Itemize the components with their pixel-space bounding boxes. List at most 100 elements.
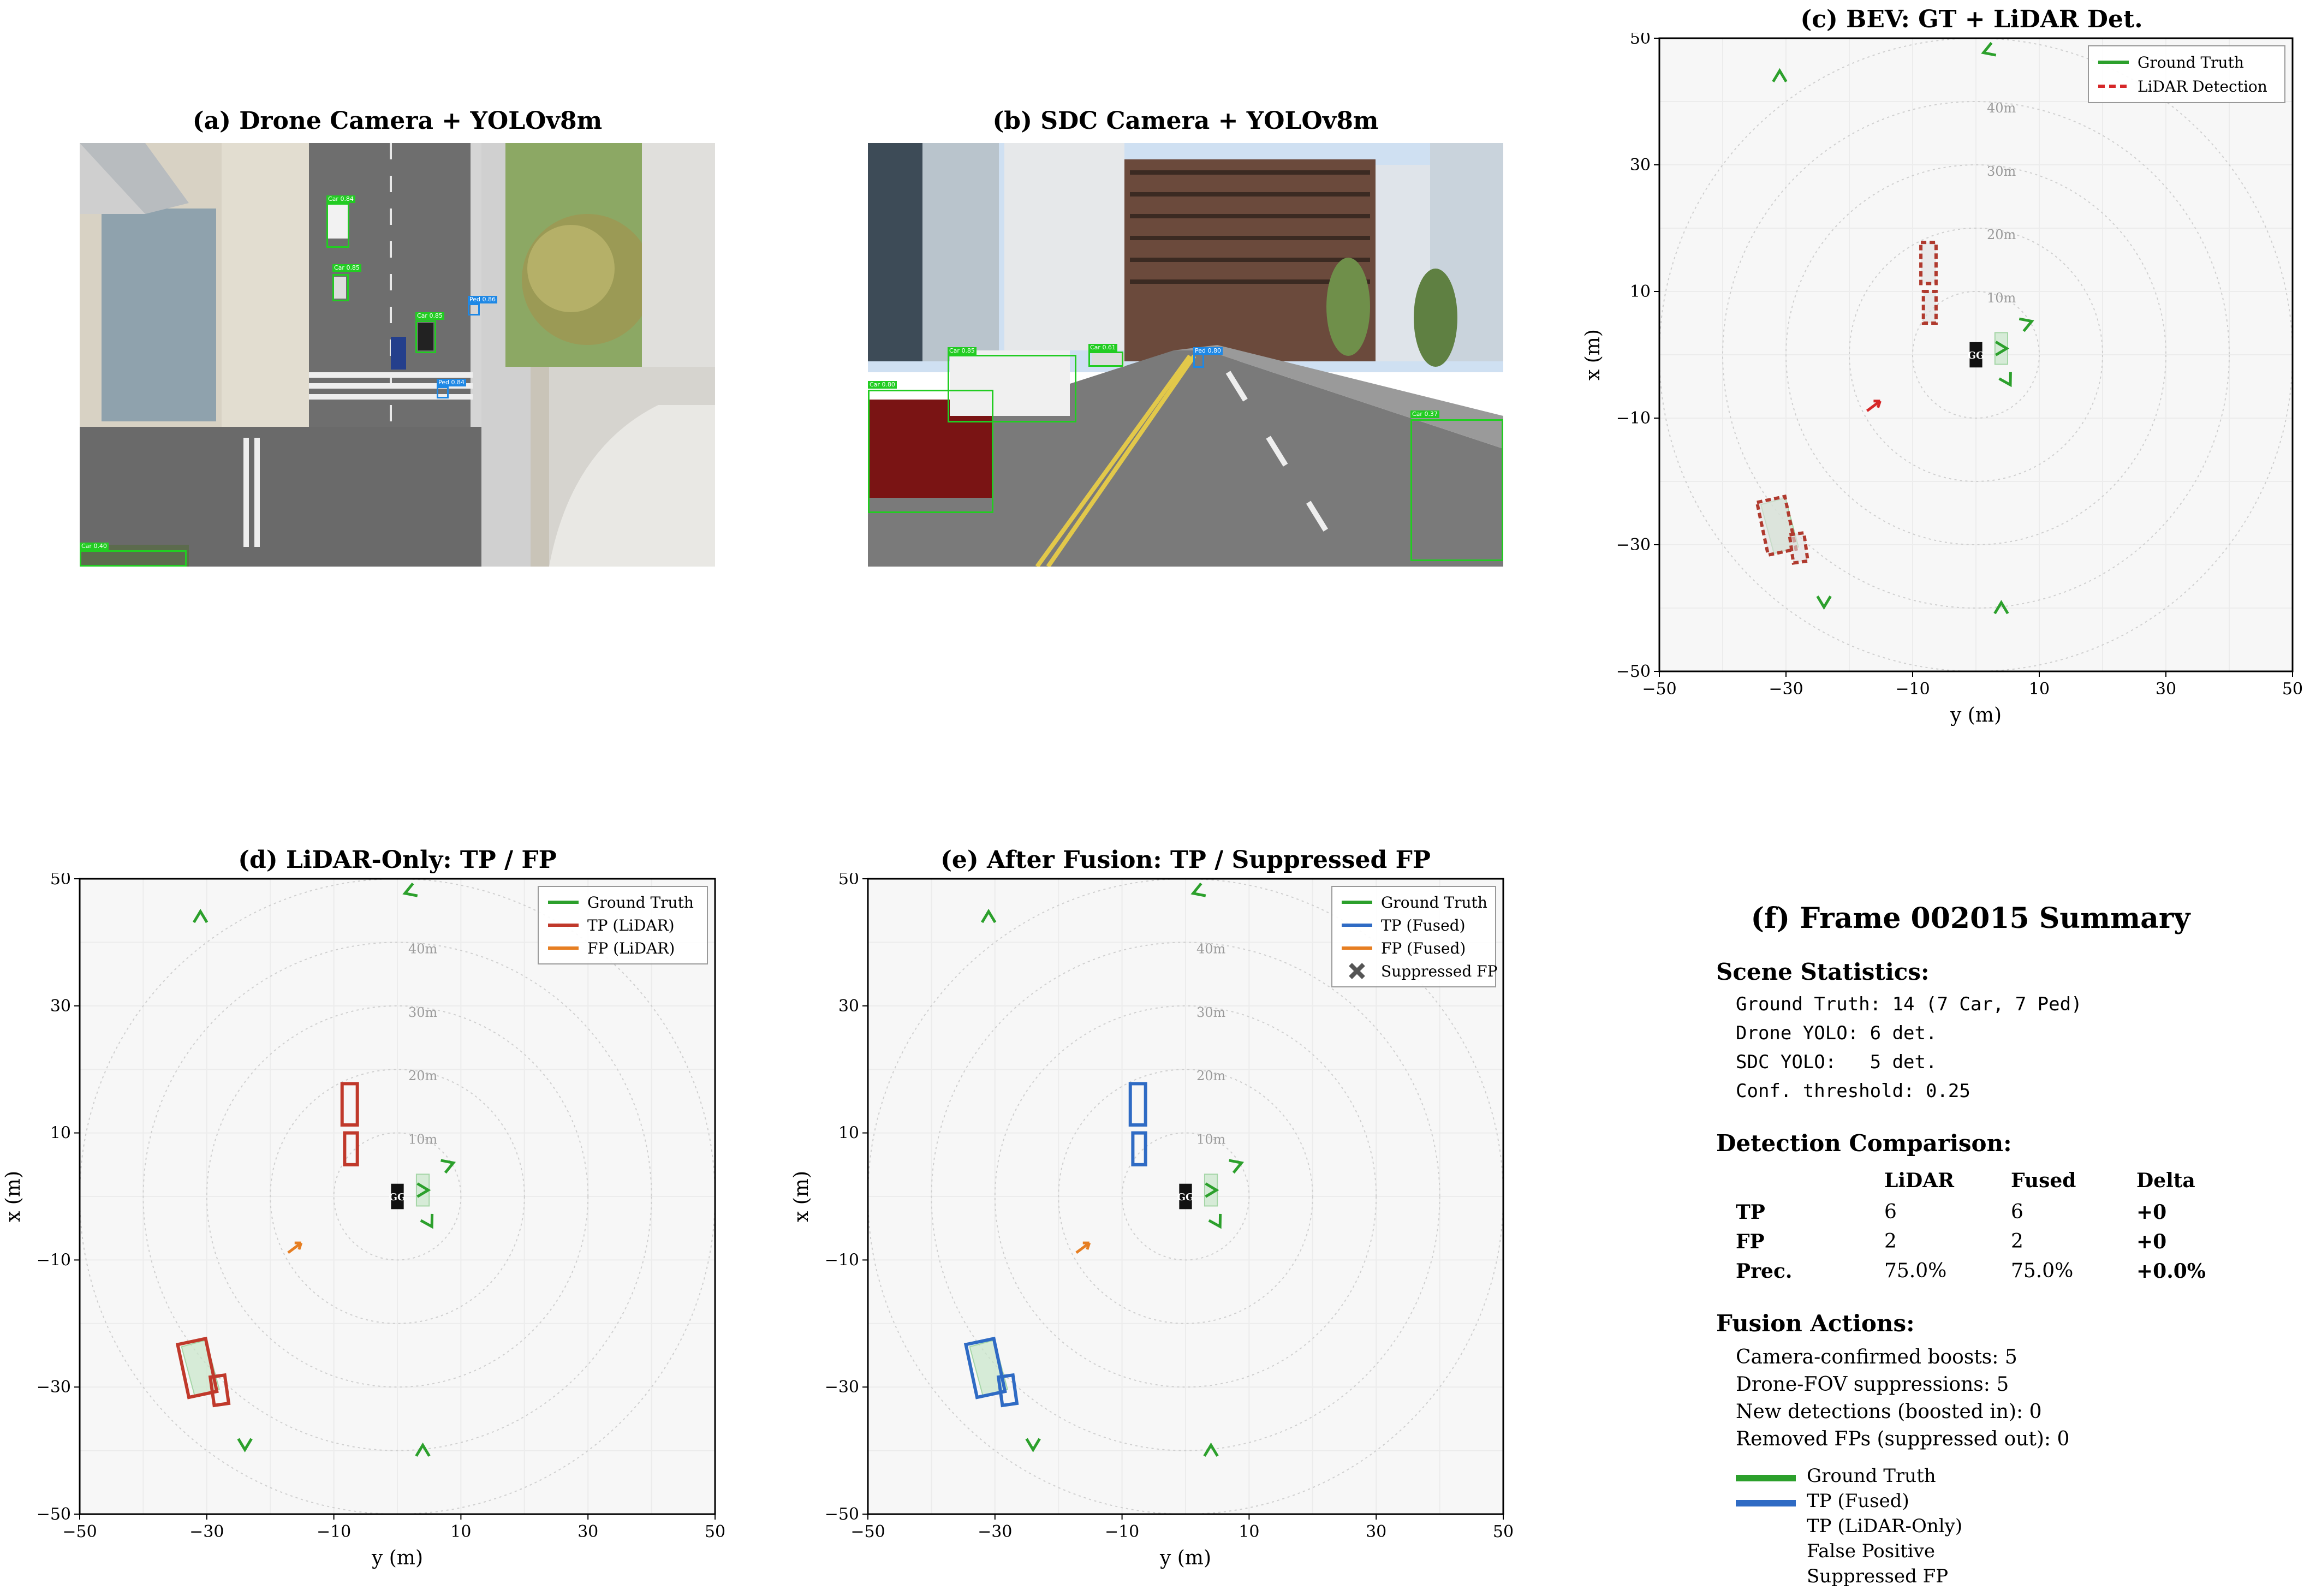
fusion-line: Drone-FOV suppressions: 5 (1736, 1373, 2009, 1396)
y-tick-label: 10 (838, 1124, 859, 1143)
fp-marker (1075, 1241, 1091, 1254)
gt-ped-marker (981, 908, 997, 924)
x-tick-label: 10 (2029, 680, 2050, 699)
legend-label: TP (LiDAR) (587, 916, 675, 934)
x-tick-label: −10 (317, 1522, 351, 1541)
range-ring-label: 40m (1196, 941, 1226, 956)
drone-det-box-ped (468, 303, 480, 315)
drone-det-box-car (332, 274, 349, 301)
y-axis-label: x (m) (1582, 329, 1604, 380)
ego-label: GG (1968, 350, 1985, 361)
y-tick-label: −10 (37, 1250, 71, 1270)
y-tick-label: 30 (1630, 156, 1651, 175)
panel-c-title: (c) BEV: GT + LiDAR Det. (1800, 5, 2143, 33)
y-tick-label: 10 (50, 1124, 71, 1143)
y-tick-label: −30 (1616, 535, 1651, 555)
x-tick-label: −50 (850, 1522, 885, 1541)
ego-vehicle (391, 1183, 404, 1210)
fusion-line: New detections (boosted in): 0 (1736, 1401, 2042, 1423)
drone-det-box-car (415, 320, 436, 353)
gt-ped-marker (1993, 600, 2009, 615)
y-tick-label: 50 (1630, 33, 1651, 48)
drone-det-box-car (326, 203, 349, 248)
sdc-det-box-car (1410, 419, 1503, 561)
x-tick-label: −50 (1642, 680, 1676, 699)
plot-frame (867, 878, 1504, 1515)
gt-ped-marker (1208, 1213, 1222, 1229)
comparison-col-delta: Delta (2136, 1169, 2195, 1192)
drone-det-label: Car 0.84 (326, 195, 355, 203)
legend-marker (1349, 963, 1365, 979)
panel-d-title: (d) LiDAR-Only: TP / FP (238, 846, 557, 874)
detection-box (1919, 241, 1938, 285)
y-tick-label: −30 (825, 1378, 859, 1397)
legend-label: FP (Fused) (1381, 939, 1466, 957)
comparison-row-label: TP (1736, 1201, 1765, 1224)
legend-label: Suppressed FP (1381, 962, 1497, 980)
range-ring-label: 30m (1987, 164, 2016, 179)
drone-det-label: Car 0.85 (415, 312, 444, 320)
fusion-heading: Fusion Actions: (1716, 1310, 1915, 1337)
range-ring (270, 1069, 525, 1324)
comparison-col-lidar: LiDAR (1884, 1169, 1955, 1192)
range-ring-label: 30m (1196, 1005, 1226, 1020)
y-tick-label: −10 (1616, 409, 1651, 428)
range-ring (1722, 101, 2230, 609)
x-tick-label: 30 (1366, 1522, 1386, 1541)
ego-vehicle (1969, 342, 1982, 368)
comparison-cell: 6 (2011, 1201, 2023, 1223)
fp-marker (287, 1241, 303, 1254)
summary-legend-swatch-tp-fused (1736, 1500, 1796, 1506)
x-axis-label: y (m) (371, 1547, 423, 1569)
gt-ped-marker (1025, 1438, 1041, 1452)
gt-ped-marker (416, 1182, 431, 1198)
legend-label: Ground Truth (587, 894, 694, 912)
panel-a-title: (a) Drone Camera + YOLOv8m (192, 107, 603, 135)
drone-det-box-ped (437, 386, 449, 398)
x-tick-label: −30 (189, 1522, 224, 1541)
range-ring-label: 20m (408, 1068, 438, 1083)
y-tick-label: −30 (37, 1378, 71, 1397)
gt-ped-marker (1981, 41, 1997, 57)
range-ring (1912, 291, 2040, 419)
y-tick-label: 50 (50, 873, 71, 889)
comparison-heading: Detection Comparison: (1716, 1130, 2012, 1157)
gt-ped-marker (193, 908, 209, 924)
range-ring (1121, 1132, 1250, 1261)
x-tick-label: −30 (978, 1522, 1012, 1541)
summary-legend-text: Suppressed FP (1807, 1565, 1949, 1587)
y-tick-label: −50 (825, 1505, 859, 1524)
x-axis-label: y (m) (1159, 1547, 1211, 1569)
comparison-cell: 2 (2011, 1230, 2023, 1253)
gt-ped-marker (1772, 68, 1788, 82)
range-ring-label: 30m (408, 1005, 438, 1020)
detection-box (1131, 1131, 1147, 1166)
range-ring (994, 1005, 1377, 1388)
scene-stat-line: Drone YOLO: 6 det. (1736, 1022, 1937, 1044)
plot-frame (1658, 37, 2294, 672)
gt-ped-marker (1229, 1159, 1245, 1174)
x-tick-label: 50 (2282, 680, 2303, 699)
gt-ped-marker (420, 1213, 434, 1229)
range-ring-label: 20m (1196, 1068, 1226, 1083)
panel-e-title: (e) After Fusion: TP / Suppressed FP (940, 846, 1431, 874)
summary-legend-text: False Positive (1807, 1540, 1935, 1562)
legend-label: Ground Truth (1381, 894, 1487, 912)
bev-plot-d: 10m 20m 30m 40m GG −50 −30 −10 10 30 50 −50 −30 −10 10… (2, 873, 725, 1569)
sdc-det-label: Car 0.61 (1088, 344, 1117, 352)
gt-ped-marker (1203, 1442, 1219, 1457)
range-ring-label: 40m (1987, 100, 2016, 116)
sdc-det-box-car (1088, 352, 1123, 367)
sdc-camera-image: Car 0.80 Car 0.85 Car 0.61 Ped 0.80 Car … (868, 143, 1503, 567)
sdc-det-label: Car 0.85 (948, 347, 977, 355)
y-tick-label: 30 (50, 997, 71, 1016)
legend-label: FP (LiDAR) (587, 939, 675, 957)
fp-marker (1866, 400, 1882, 412)
panel-b-title: (b) SDC Camera + YOLOv8m (992, 107, 1379, 135)
sdc-det-box-car (868, 390, 993, 513)
detection-box (963, 1336, 1007, 1400)
detection-box (175, 1336, 219, 1400)
comparison-cell: 6 (1884, 1201, 1897, 1223)
range-ring-label: 10m (408, 1132, 438, 1147)
gt-ped-marker (1995, 341, 2010, 356)
